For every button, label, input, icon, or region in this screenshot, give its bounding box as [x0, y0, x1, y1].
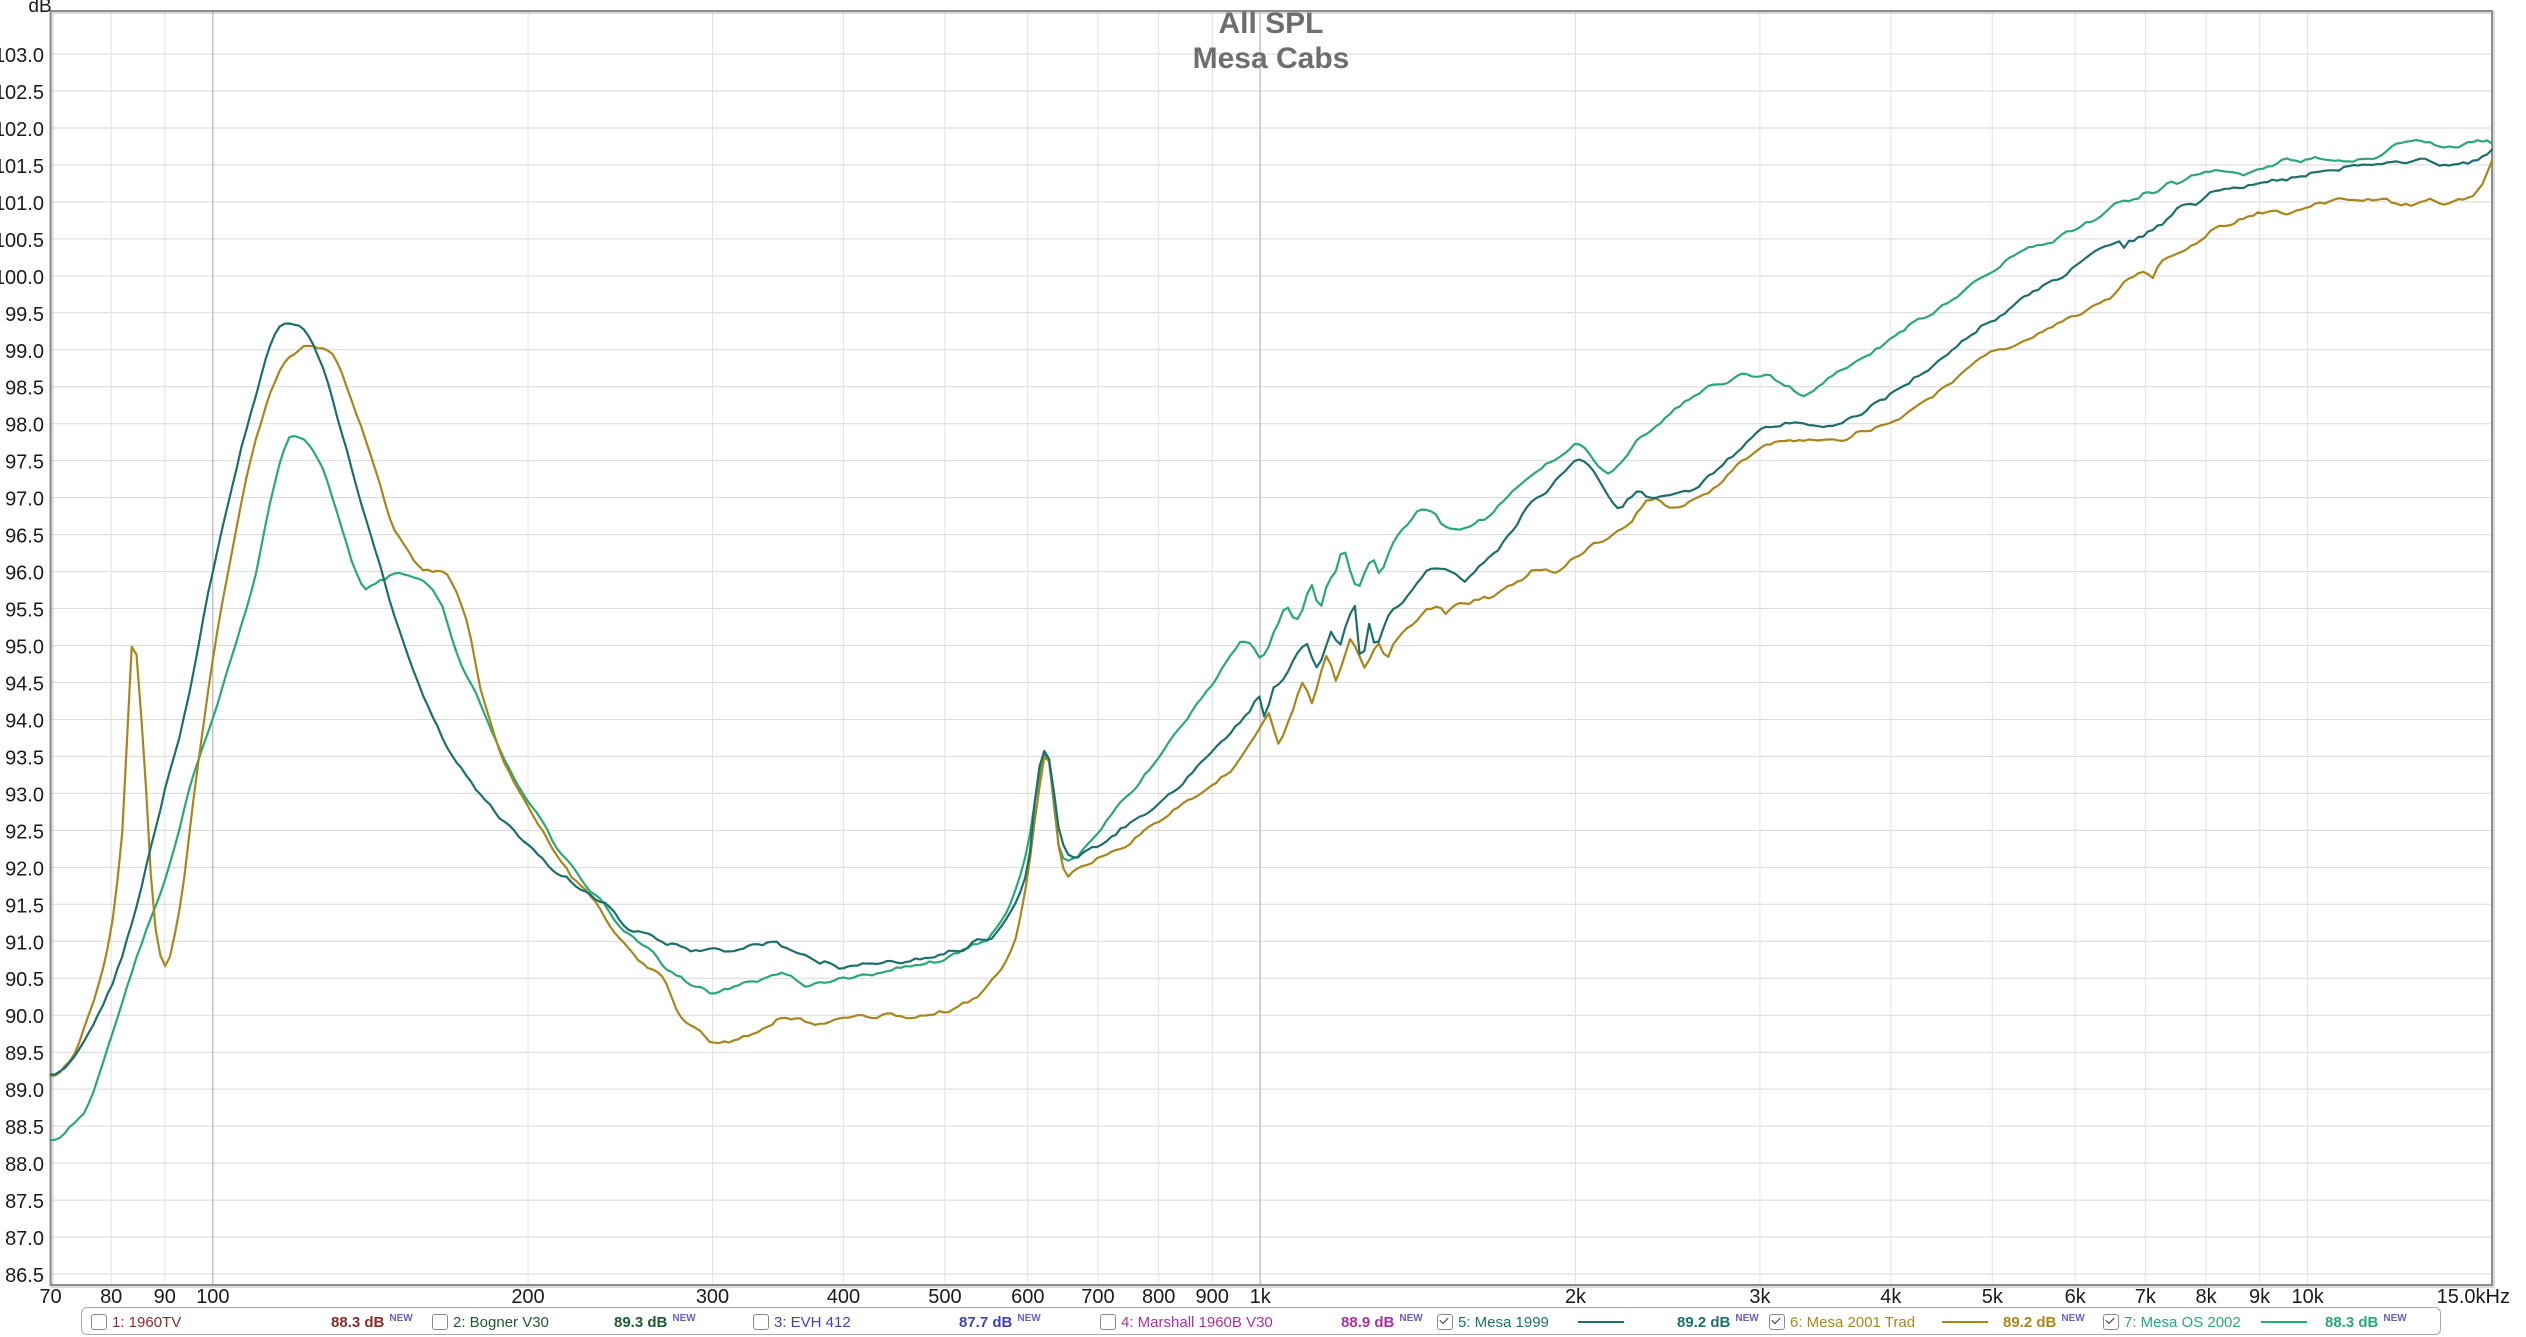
svg-text:87.5: 87.5 [5, 1191, 44, 1213]
svg-text:97.5: 97.5 [5, 452, 44, 474]
svg-text:80: 80 [100, 1286, 122, 1308]
svg-text:2k: 2k [1565, 1286, 1587, 1308]
svg-text:700: 700 [1081, 1286, 1114, 1308]
svg-text:1k: 1k [1250, 1286, 1272, 1308]
svg-text:92.0: 92.0 [5, 858, 44, 880]
svg-text:600: 600 [1011, 1286, 1044, 1308]
svg-text:98.0: 98.0 [5, 415, 44, 437]
svg-text:101.5: 101.5 [0, 156, 44, 178]
svg-text:94.5: 94.5 [5, 674, 44, 696]
svg-text:15.0kHz: 15.0kHz [2437, 1286, 2510, 1308]
svg-text:100.0: 100.0 [0, 267, 44, 289]
svg-text:6k: 6k [2065, 1286, 2087, 1308]
svg-text:90.5: 90.5 [5, 969, 44, 991]
svg-text:95.5: 95.5 [5, 600, 44, 622]
svg-text:96.5: 96.5 [5, 526, 44, 548]
svg-text:88.5: 88.5 [5, 1117, 44, 1139]
svg-text:7k: 7k [2135, 1286, 2157, 1308]
svg-text:300: 300 [696, 1286, 729, 1308]
svg-text:91.5: 91.5 [5, 895, 44, 917]
svg-text:8k: 8k [2196, 1286, 2218, 1308]
svg-text:500: 500 [928, 1286, 961, 1308]
svg-text:93.5: 93.5 [5, 747, 44, 769]
svg-text:96.0: 96.0 [5, 563, 44, 585]
svg-text:94.0: 94.0 [5, 711, 44, 733]
svg-text:dB: dB [28, 0, 51, 17]
svg-text:3k: 3k [1749, 1286, 1771, 1308]
svg-text:800: 800 [1142, 1286, 1175, 1308]
svg-text:89.0: 89.0 [5, 1080, 44, 1102]
svg-text:9k: 9k [2249, 1286, 2271, 1308]
svg-text:900: 900 [1196, 1286, 1229, 1308]
svg-text:89.5: 89.5 [5, 1043, 44, 1065]
svg-text:5k: 5k [1982, 1286, 2004, 1308]
svg-text:200: 200 [511, 1286, 544, 1308]
svg-text:101.0: 101.0 [0, 193, 44, 215]
svg-text:70: 70 [39, 1286, 61, 1308]
svg-text:100.5: 100.5 [0, 230, 44, 252]
svg-text:90: 90 [154, 1286, 176, 1308]
svg-text:99.0: 99.0 [5, 341, 44, 363]
svg-text:90.0: 90.0 [5, 1006, 44, 1028]
svg-text:92.5: 92.5 [5, 821, 44, 843]
svg-text:All SPL: All SPL [1218, 7, 1323, 40]
svg-text:400: 400 [827, 1286, 860, 1308]
svg-text:102.0: 102.0 [0, 119, 44, 141]
svg-text:98.5: 98.5 [5, 378, 44, 400]
svg-text:97.0: 97.0 [5, 489, 44, 511]
svg-text:91.0: 91.0 [5, 932, 44, 954]
svg-text:87.0: 87.0 [5, 1228, 44, 1250]
svg-text:10k: 10k [2291, 1286, 2324, 1308]
svg-text:Mesa Cabs: Mesa Cabs [1193, 42, 1350, 75]
svg-text:93.0: 93.0 [5, 784, 44, 806]
svg-text:99.5: 99.5 [5, 304, 44, 326]
svg-text:4k: 4k [1880, 1286, 1902, 1308]
svg-text:86.5: 86.5 [5, 1265, 44, 1287]
svg-text:100: 100 [196, 1286, 229, 1308]
svg-text:95.0: 95.0 [5, 637, 44, 659]
svg-text:88.0: 88.0 [5, 1154, 44, 1176]
svg-text:103.0: 103.0 [0, 45, 44, 67]
svg-text:102.5: 102.5 [0, 82, 44, 104]
